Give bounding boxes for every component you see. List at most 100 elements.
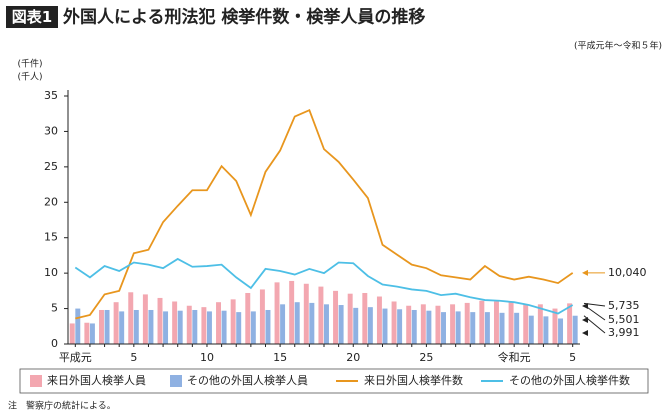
bar xyxy=(148,309,154,344)
bar xyxy=(543,316,549,344)
data-label: 10,040 xyxy=(608,266,647,279)
x-tick-label: 25 xyxy=(419,351,433,364)
bar xyxy=(338,305,344,344)
y-tick-label: 20 xyxy=(44,195,58,208)
bar xyxy=(133,309,139,344)
bar xyxy=(274,282,280,344)
y-axis-label: (千人) xyxy=(17,72,42,83)
chart-tag: 図表1 xyxy=(12,8,52,26)
data-label: 3,991 xyxy=(608,326,640,339)
legend-label: 来日外国人検挙件数 xyxy=(364,373,463,387)
bar xyxy=(528,315,534,344)
arrow-head xyxy=(582,269,588,276)
bar xyxy=(508,301,514,344)
y-tick-label: 0 xyxy=(51,337,58,350)
bar xyxy=(382,308,388,344)
bar xyxy=(435,305,441,344)
y-tick-label: 10 xyxy=(44,266,58,279)
bar xyxy=(493,301,499,344)
arrow-head xyxy=(582,330,588,336)
bar xyxy=(128,292,134,344)
bar xyxy=(289,280,295,344)
bar xyxy=(464,302,470,344)
bar xyxy=(236,312,242,344)
tag-box xyxy=(6,6,58,28)
bar xyxy=(230,299,236,344)
x-tick-label: 15 xyxy=(273,351,287,364)
bar xyxy=(441,312,446,344)
bar xyxy=(333,290,339,344)
legend-box xyxy=(19,368,649,394)
bar xyxy=(523,304,529,344)
bar xyxy=(113,302,119,344)
bar xyxy=(186,305,192,344)
bar xyxy=(362,292,368,344)
bar xyxy=(406,305,412,344)
y-tick-label: 35 xyxy=(44,89,58,102)
bar xyxy=(484,312,490,344)
chart-title: 外国人による刑法犯 検挙件数・検挙人員の推移 xyxy=(63,7,425,28)
bar xyxy=(514,312,520,344)
x-tick-label: 20 xyxy=(346,351,360,364)
y-tick-label: 30 xyxy=(44,124,58,137)
x-tick-label: 令和元 xyxy=(498,350,531,364)
bar xyxy=(294,302,300,344)
bar xyxy=(420,304,426,344)
bar xyxy=(552,308,558,344)
y-tick-label: 15 xyxy=(44,231,58,244)
bar xyxy=(470,312,476,344)
bar xyxy=(324,304,329,344)
bar xyxy=(177,310,183,344)
bar xyxy=(206,311,212,344)
y-axis-label: (千件) xyxy=(17,58,42,70)
x-tick-label: 5 xyxy=(130,351,137,364)
legend-label: その他の外国人検挙人員 xyxy=(187,373,308,387)
bar xyxy=(455,311,461,344)
bar xyxy=(479,300,485,344)
x-tick-label: 10 xyxy=(200,351,214,364)
bar xyxy=(172,301,178,344)
bar xyxy=(367,307,373,344)
bar xyxy=(250,311,256,344)
bar xyxy=(280,304,286,344)
label-arrow xyxy=(583,315,606,334)
bar xyxy=(318,286,324,344)
bar xyxy=(303,283,309,344)
line xyxy=(74,257,574,315)
bar xyxy=(450,304,456,344)
data-label: 5,501 xyxy=(608,313,640,326)
bar xyxy=(537,304,543,344)
bar xyxy=(119,311,125,344)
bar xyxy=(347,293,353,344)
bar xyxy=(391,301,397,344)
bar xyxy=(99,309,104,344)
bar xyxy=(558,318,564,344)
bar xyxy=(163,311,169,344)
bar xyxy=(245,292,251,344)
bar xyxy=(309,302,315,344)
bar xyxy=(104,309,110,344)
bar xyxy=(259,289,265,344)
y-tick-label: 25 xyxy=(44,160,58,173)
chart-subtitle: (平成元年～令和５年) xyxy=(574,40,662,52)
bar xyxy=(69,323,75,344)
bar xyxy=(353,307,359,344)
bar xyxy=(192,309,198,344)
bar xyxy=(157,297,163,344)
bar xyxy=(216,302,221,344)
bar xyxy=(75,308,81,344)
legend-label: 来日外国人検挙人員 xyxy=(47,373,146,387)
bar xyxy=(221,310,227,344)
bar xyxy=(376,296,382,344)
x-tick-label: 平成元 xyxy=(59,351,92,364)
label-arrow xyxy=(583,304,606,321)
arrow-head xyxy=(582,317,588,323)
bar xyxy=(499,312,505,344)
bar xyxy=(567,303,573,344)
y-tick-label: 5 xyxy=(51,302,58,315)
bar xyxy=(89,323,95,344)
bar xyxy=(142,294,148,344)
bar xyxy=(411,309,417,344)
bar xyxy=(397,309,403,344)
